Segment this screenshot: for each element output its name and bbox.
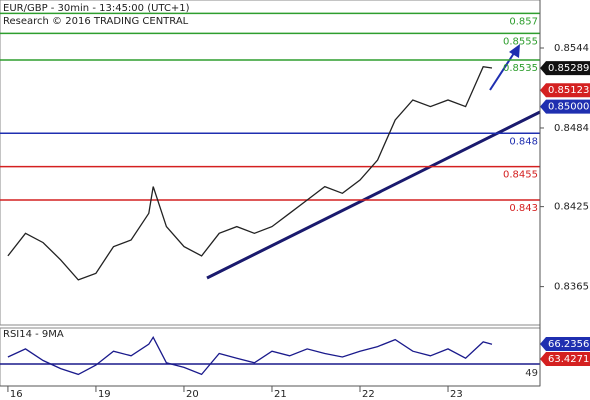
series-line <box>7 335 493 376</box>
x-tick-label: 23 <box>450 389 463 400</box>
y-tick-label: 0.8365 <box>554 282 589 293</box>
marker-label: 0.85000 <box>548 102 589 113</box>
level-label: 0.843 <box>509 203 538 214</box>
marker-label: 63.4271 <box>548 354 589 365</box>
trend-line <box>206 110 541 280</box>
forecast-arrow <box>489 49 517 91</box>
marker-label: 0.85289 <box>548 63 589 74</box>
level-label: 0.8535 <box>503 63 538 74</box>
series-line <box>7 65 493 281</box>
y-tick-label: 0.8425 <box>554 202 589 213</box>
y-tick-label: 0.8484 <box>554 123 589 134</box>
price-panel <box>0 0 541 326</box>
level-label: 0.848 <box>509 136 538 147</box>
x-tick-label: 21 <box>274 389 287 400</box>
arrow-head <box>509 44 520 58</box>
level-label: 49 <box>525 368 538 379</box>
x-tick-label: 19 <box>98 389 111 400</box>
marker-box <box>540 83 590 98</box>
x-tick-label: 20 <box>186 389 199 400</box>
y-tick-label: 0.8544 <box>554 43 589 54</box>
marker-box <box>540 336 590 351</box>
marker-box <box>540 61 590 76</box>
level-label: 0.857 <box>509 16 538 27</box>
marker-box <box>540 99 590 114</box>
x-tick-label: 22 <box>362 389 375 400</box>
level-label: 0.8455 <box>503 170 538 181</box>
marker-box <box>540 351 590 366</box>
marker-label: 66.2356 <box>548 339 589 350</box>
chart-subtitle: Research © 2016 TRADING CENTRAL <box>3 16 189 27</box>
x-tick-label: 16 <box>10 389 23 400</box>
rsi-title: RSI14 - 9MA <box>3 329 64 340</box>
chart-title: EUR/GBP - 30min - 13:45:00 (UTC+1) <box>3 3 190 14</box>
rsi-panel <box>0 327 541 387</box>
marker-label: 0.85123 <box>548 85 589 96</box>
level-label: 0.8555 <box>503 36 538 47</box>
